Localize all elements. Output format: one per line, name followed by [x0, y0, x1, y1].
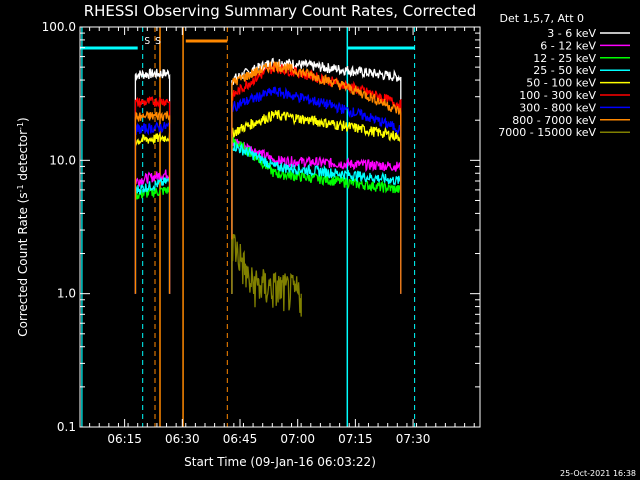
- series-line-7-a: [134, 111, 171, 294]
- series-line-0-b: [231, 57, 402, 294]
- series-line-3-b: [231, 142, 402, 294]
- footer-date: 25-Oct-2021 16:38: [560, 469, 636, 478]
- series-line-6-b: [231, 86, 402, 294]
- x-tick-label-3: 07:00: [280, 432, 315, 446]
- y-tick-label-2: 1.0: [57, 287, 76, 301]
- series-line-0-a: [134, 68, 171, 294]
- x-tick-label-5: 07:30: [396, 432, 431, 446]
- y-tick-label-0: 100.0: [42, 20, 76, 34]
- legend-label-4: 50 - 100 keV: [526, 77, 596, 90]
- series-line-2-b: [231, 135, 402, 294]
- legend-label-8: 7000 - 15000 keV: [498, 126, 596, 139]
- x-axis-label: Start Time (09-Jan-16 06:03:22): [184, 455, 376, 469]
- plot-frame: [79, 26, 481, 428]
- legend-label-3: 25 - 50 keV: [533, 64, 596, 77]
- series-line-7-b: [231, 60, 402, 294]
- annotation-s-0: S: [144, 36, 150, 47]
- series-line-5-b: [231, 62, 402, 294]
- x-tick-label-0: 06:15: [107, 432, 142, 446]
- chart-title: RHESSI Observing Summary Count Rates, Co…: [84, 2, 477, 20]
- legend-label-2: 12 - 25 keV: [533, 52, 596, 65]
- x-tick-label-2: 06:45: [223, 432, 258, 446]
- legend-title: Det 1,5,7, Att 0: [500, 12, 584, 25]
- series-line-6-a: [134, 121, 171, 294]
- series-line-8-b: [231, 234, 302, 317]
- y-tick-label-1: 10.0: [49, 153, 76, 167]
- series-line-4-b: [231, 109, 402, 294]
- x-tick-label-1: 06:30: [165, 432, 200, 446]
- series-line-1-a: [134, 169, 171, 294]
- series-line-4-a: [134, 132, 171, 294]
- series-line-3-a: [134, 177, 171, 294]
- legend-label-1: 6 - 12 keV: [540, 39, 596, 52]
- legend-label-5: 100 - 300 keV: [519, 89, 596, 102]
- y-axis-label: Corrected Count Rate (s-1 detector-1): [16, 117, 30, 336]
- annotation-s-1: S: [155, 36, 161, 47]
- legend-label-0: 3 - 6 keV: [547, 27, 596, 40]
- legend-label-7: 800 - 7000 keV: [512, 114, 596, 127]
- series-line-5-a: [134, 96, 171, 294]
- legend-label-6: 300 - 800 keV: [519, 101, 596, 114]
- y-tick-label-3: 0.1: [57, 420, 76, 434]
- x-tick-label-4: 07:15: [338, 432, 373, 446]
